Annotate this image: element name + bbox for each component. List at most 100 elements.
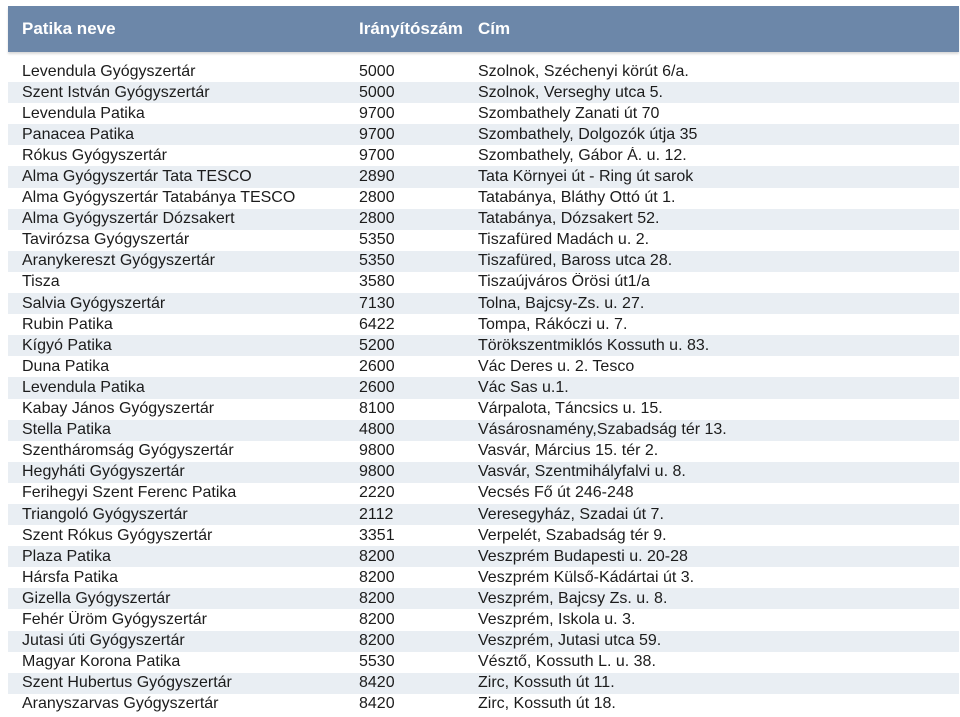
cell-address: Vasvár, Szentmihályfalvi u. 8. [478, 463, 686, 481]
cell-address: Vecsés Fő út 246-248 [478, 484, 634, 502]
cell-address: Törökszentmiklós Kossuth u. 83. [478, 336, 710, 354]
cell-zip-code: 9700 [359, 146, 395, 164]
pharmacy-table: Patika neve Irányítószám Cím Levendula G… [8, 6, 959, 715]
cell-zip-code: 8200 [359, 547, 395, 565]
cell-pharmacy-name: Levendula Gyógyszertár [22, 62, 196, 80]
table-row: Stella Patika 4800 Vásárosnamény,Szabadság… [8, 419, 959, 441]
cell-address: Tolna, Bajcsy-Zs. u. 27. [478, 294, 645, 312]
cell-address: Vásárosnamény,Szabadság tér 13. [478, 421, 727, 439]
cell-zip-code: 5000 [359, 62, 395, 80]
table-row: Kabay János Gyógyszertár 8100 Várpalota, T… [8, 398, 959, 420]
column-header-address: Cím [478, 19, 511, 38]
cell-zip-code: 2800 [359, 210, 395, 228]
cell-address: Vác Deres u. 2. Tesco [478, 357, 635, 375]
cell-zip-code: 3580 [359, 273, 395, 291]
cell-zip-code: 4800 [359, 421, 395, 439]
cell-address: Veszprém Budapesti u. 20-28 [478, 547, 688, 565]
cell-zip-code: 8200 [359, 632, 395, 650]
table-row: Levendula Gyógyszertár 5000 Szolnok, Széch… [8, 61, 959, 83]
cell-zip-code: 2600 [359, 357, 395, 375]
cell-address: Tatabánya, Dózsakert 52. [478, 210, 660, 228]
cell-address: Zirc, Kossuth út 18. [478, 695, 616, 713]
table-row: Gizella Gyógyszertár 8200 Veszprém, Bajcsy… [8, 588, 959, 610]
table-row: Rubin Patika 6422 Tompa, Rákóczi u. 7. [8, 314, 959, 336]
table-row: Panacea Patika 9700 Szombathely, Dolgozók … [8, 124, 959, 146]
table-row: Plaza Patika 8200 Veszprém Budapesti u. 20… [8, 546, 959, 568]
cell-address: Veszprém, Iskola u. 3. [478, 610, 636, 628]
cell-pharmacy-name: Hegyháti Gyógyszertár [22, 463, 185, 481]
cell-pharmacy-name: Stella Patika [22, 421, 111, 439]
cell-pharmacy-name: Magyar Korona Patika [22, 653, 181, 671]
cell-zip-code: 8420 [359, 674, 395, 692]
cell-pharmacy-name: Jutasi úti Gyógyszertár [22, 632, 185, 650]
cell-pharmacy-name: Tavirózsa Gyógyszertár [22, 231, 190, 249]
table-row: Fehér Üröm Gyógyszertár 8200 Veszprém, Isk… [8, 609, 959, 631]
cell-zip-code: 9800 [359, 442, 395, 460]
table-row: Alma Gyógyszertár Tatabánya TESCO 2800 Tat… [8, 187, 959, 209]
cell-address: Tompa, Rákóczi u. 7. [478, 315, 628, 333]
table-row: Ferihegyi Szent Ferenc Patika 2220 Vecsés … [8, 482, 959, 504]
cell-pharmacy-name: Salvia Gyógyszertár [22, 294, 166, 312]
column-header-name: Patika neve [22, 19, 116, 38]
cell-zip-code: 8420 [359, 695, 395, 713]
cell-zip-code: 2220 [359, 484, 395, 502]
cell-pharmacy-name: Levendula Patika [22, 104, 145, 122]
cell-pharmacy-name: Duna Patika [22, 357, 110, 375]
cell-address: Zirc, Kossuth út 11. [478, 674, 615, 692]
cell-address: Szolnok, Széchenyi körút 6/a. [478, 62, 689, 80]
table-row: Szent István Gyógyszertár 5000 Szolnok, Ve… [8, 82, 959, 104]
cell-address: Tiszafüred Madách u. 2. [478, 231, 650, 249]
cell-address: Vasvár, Március 15. tér 2. [478, 442, 659, 460]
table-row: Aranykereszt Gyógyszertár 5350 Tiszafüred,… [8, 250, 959, 272]
cell-zip-code: 2600 [359, 378, 395, 396]
table-row: Salvia Gyógyszertár 7130 Tolna, Bajcsy-Zs.… [8, 293, 959, 315]
table-row: Aranyszarvas Gyógyszertár 8420 Zirc, Kossu… [8, 693, 959, 715]
cell-zip-code: 8200 [359, 589, 395, 607]
table-row: Szent Rókus Gyógyszertár 3351 Verpelét, Sz… [8, 525, 959, 547]
cell-zip-code: 9700 [359, 104, 395, 122]
cell-address: Tatabánya, Bláthy Ottó út 1. [478, 189, 676, 207]
cell-address: Szombathely, Dolgozók útja 35 [478, 125, 698, 143]
table-row: Triangoló Gyógyszertár 2112 Veresegyház, S… [8, 503, 959, 526]
cell-zip-code: 5530 [359, 653, 395, 671]
cell-address: Veszprém Külső-Kádártai út 3. [478, 568, 695, 586]
cell-pharmacy-name: Fehér Üröm Gyógyszertár [22, 610, 207, 628]
table-row: Hársfa Patika 8200 Veszprém Külső-Kádártai… [8, 567, 959, 589]
cell-address: Vác Sas u.1. [478, 378, 569, 396]
table-row: Rókus Gyógyszertár 9700 Szombathely, Gábor… [8, 145, 959, 167]
cell-zip-code: 8100 [359, 400, 395, 418]
table-header: Patika neve Irányítószám Cím [8, 6, 959, 52]
cell-zip-code: 5000 [359, 83, 395, 101]
table-row: Levendula Patika 2600 Vác Sas u.1. [8, 377, 959, 399]
cell-pharmacy-name: Szent Rókus Gyógyszertár [22, 526, 213, 544]
cell-zip-code: 9800 [359, 463, 395, 481]
cell-address: Tiszafüred, Baross utca 28. [478, 252, 673, 270]
table-row: Hegyháti Gyógyszertár 9800 Vasvár, Szentmi… [8, 461, 959, 483]
table-row: Duna Patika 2600 Vác Deres u. 2. Tesco [8, 356, 959, 378]
cell-address: Veszprém, Jutasi utca 59. [478, 632, 662, 650]
cell-pharmacy-name: Hársfa Patika [22, 568, 119, 586]
column-header-zip: Irányítószám [359, 19, 463, 38]
table-row: Jutasi úti Gyógyszertár 8200 Veszprém, Jut… [8, 630, 959, 652]
table-row: Kígyó Patika 5200 Törökszentmiklós Kossuth… [8, 335, 959, 357]
table-row: Alma Gyógyszertár Tata TESCO 2890 Tata Kör… [8, 166, 959, 188]
cell-pharmacy-name: Panacea Patika [22, 125, 135, 143]
cell-pharmacy-name: Szent István Gyógyszertár [22, 83, 210, 101]
cell-address: Tiszaújváros Örösi út1/a [478, 273, 650, 291]
table-row: Alma Gyógyszertár Dózsakert 2800 Tatabánya… [8, 208, 959, 230]
cell-pharmacy-name: Alma Gyógyszertár Tatabánya TESCO [22, 189, 296, 207]
cell-pharmacy-name: Rókus Gyógyszertár [22, 146, 167, 164]
cell-zip-code: 2890 [359, 168, 395, 186]
table-body: Levendula Gyógyszertár 5000 Szolnok, Széch… [8, 61, 959, 715]
cell-pharmacy-name: Gizella Gyógyszertár [22, 589, 171, 607]
cell-zip-code: 2800 [359, 189, 395, 207]
cell-pharmacy-name: Plaza Patika [22, 547, 111, 565]
cell-zip-code: 7130 [359, 294, 395, 312]
cell-address: Szolnok, Verseghy utca 5. [478, 83, 663, 101]
cell-zip-code: 2112 [359, 505, 394, 523]
cell-zip-code: 9700 [359, 125, 395, 143]
table-row: Magyar Korona Patika 5530 Vésztő, Kossuth … [8, 651, 959, 673]
table-row: Levendula Patika 9700 Szombathely Zanati ú… [8, 103, 959, 125]
cell-pharmacy-name: Kígyó Patika [22, 336, 112, 354]
cell-pharmacy-name: Alma Gyógyszertár Tata TESCO [22, 168, 252, 186]
